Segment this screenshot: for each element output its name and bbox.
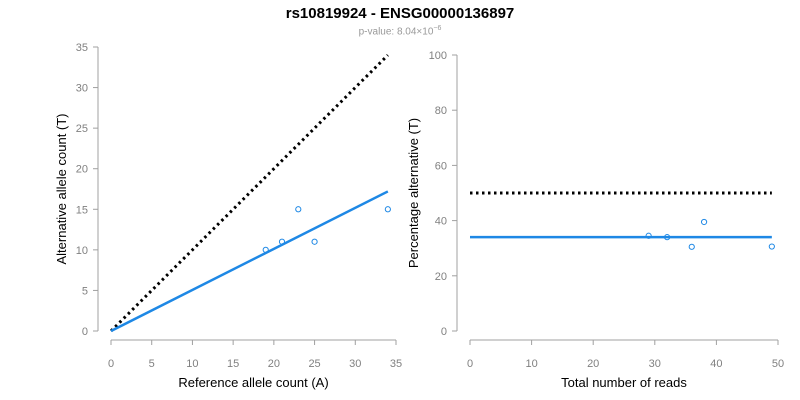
chart1-y-tick-label: 15	[76, 204, 88, 216]
chart2-y-tick-label: 20	[435, 271, 447, 283]
chart1-x-axis-label: Reference allele count (A)	[178, 375, 328, 390]
chart-title: rs10819924 - ENSG00000136897	[285, 5, 515, 22]
chart1-fit-line	[110, 190, 389, 333]
chart1-x-tick-label: 15	[227, 358, 239, 370]
chart2-x-tick-label: 30	[649, 358, 661, 370]
chart1-data-point	[262, 246, 269, 253]
chart1-y-tick-label: 5	[82, 285, 88, 297]
chart2-y-tick-label: 0	[441, 326, 447, 338]
chart1-y-tick-label: 30	[76, 83, 88, 95]
chart2-y-axis-label: Percentage alternative (T)	[406, 118, 421, 268]
chart2-y-tick-label: 100	[429, 50, 447, 62]
chart1-data-point	[311, 238, 318, 245]
chart2-x-tick-label: 0	[467, 358, 473, 370]
pvalue-text: p-value: 8.04×10	[358, 26, 434, 38]
chart1-data-point	[384, 206, 391, 213]
chart-subtitle: p-value: 8.04×10−6	[0, 25, 800, 37]
chart2-x-tick-label: 40	[710, 358, 722, 370]
chart1-data-point	[295, 206, 302, 213]
chart1-reference-line	[109, 54, 389, 333]
chart1-x-tick-label: 5	[149, 358, 155, 370]
chart1-x-tick-label: 25	[308, 358, 320, 370]
chart1-x-tick-label: 0	[108, 358, 114, 370]
chart2-x-axis-label: Total number of reads	[561, 375, 687, 390]
chart1-x-tick-label: 35	[390, 358, 402, 370]
chart2-x-tick-label: 50	[772, 358, 784, 370]
pvalue-exponent: −6	[433, 25, 442, 32]
chart1-y-tick-label: 35	[76, 42, 88, 54]
chart1-y-tick-label: 20	[76, 164, 88, 176]
chart2-x-tick-label: 20	[587, 358, 599, 370]
chart2-y-tick-label: 60	[435, 160, 447, 172]
chart2-data-point	[700, 218, 708, 226]
chart2-data-point	[768, 243, 775, 250]
chart2-y-tick-label: 80	[435, 105, 447, 117]
chart2-data-point	[645, 232, 652, 239]
chart1-data-point	[278, 238, 286, 245]
chart1-y-tick-label: 10	[76, 245, 88, 257]
chart2-x-tick-label: 10	[525, 358, 537, 370]
chart1-x-tick-label: 20	[268, 358, 280, 370]
chart2-y-tick-label: 40	[435, 216, 447, 228]
chart1-x-tick-label: 30	[349, 358, 361, 370]
chart1-y-axis-label: Alternative allele count (T)	[54, 113, 69, 264]
chart1-y-tick-label: 0	[82, 326, 88, 338]
chart1-x-tick-label: 10	[186, 358, 198, 370]
chart1-y-tick-label: 25	[76, 123, 88, 135]
chart2-data-point	[688, 243, 695, 250]
chart2-data-point	[664, 234, 671, 241]
